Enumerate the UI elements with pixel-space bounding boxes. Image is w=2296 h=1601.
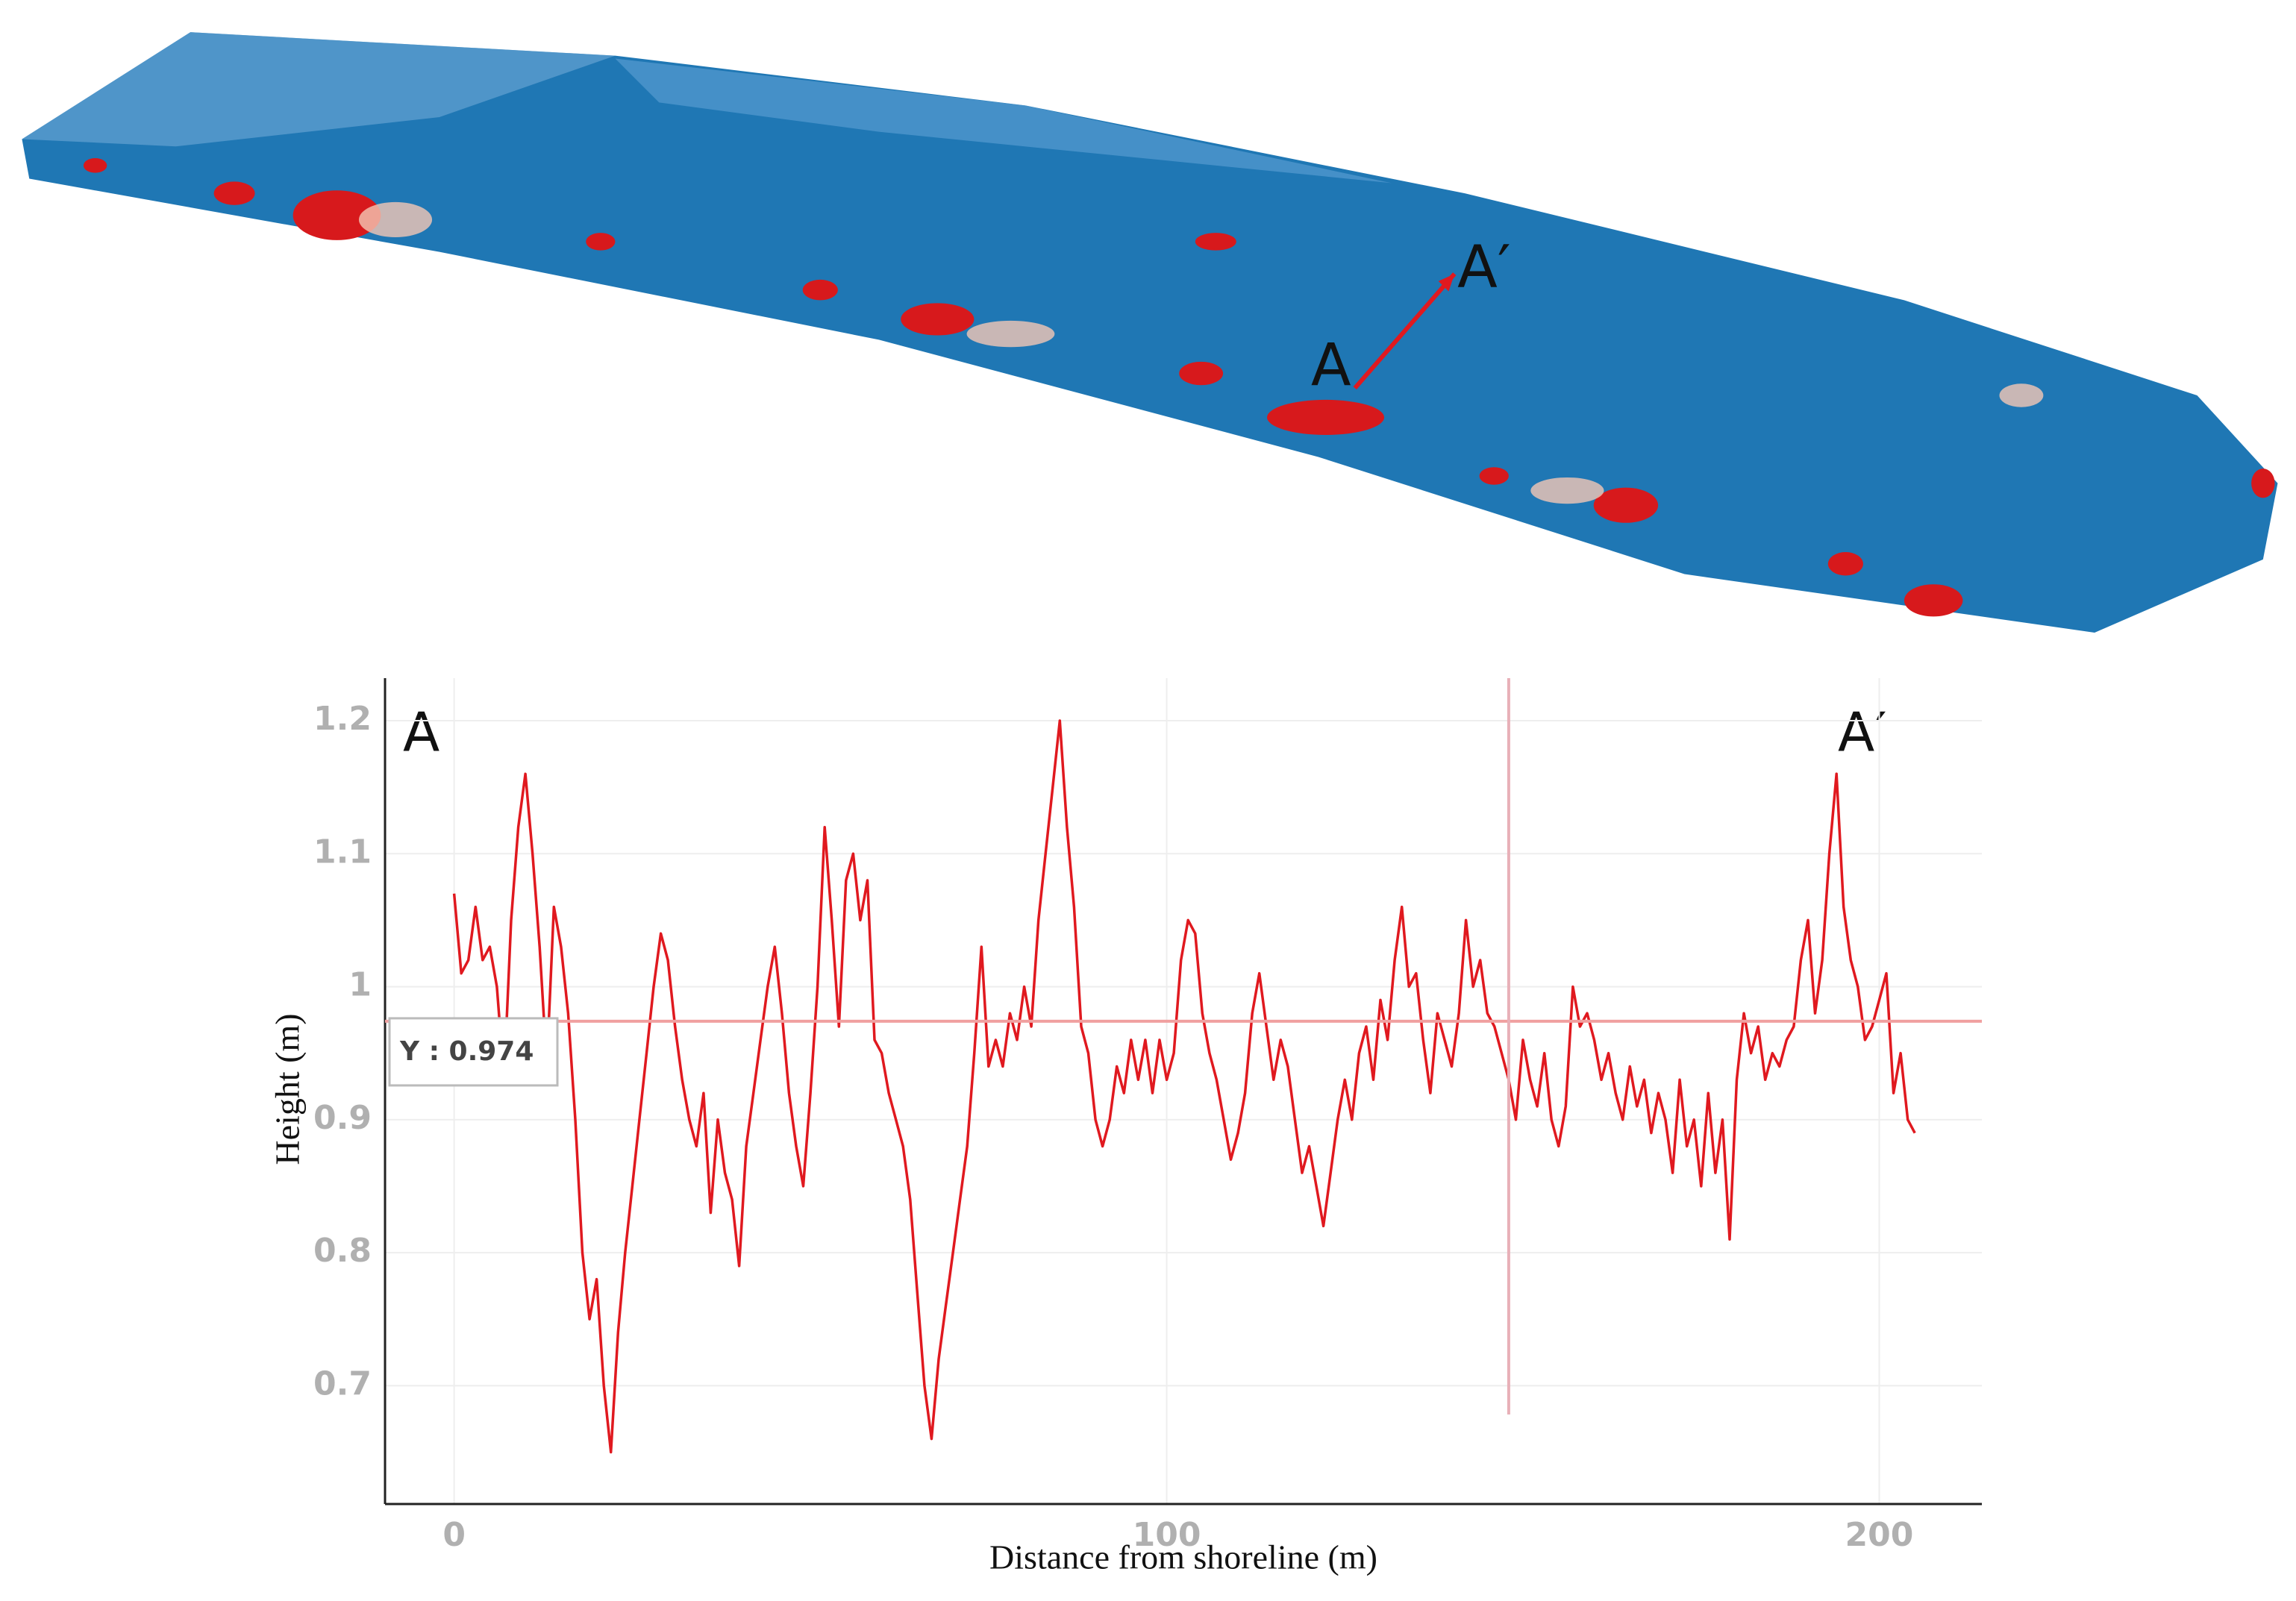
x-tick-label: 100 [1133,1516,1201,1554]
y-axis-title: Height (m) [269,1013,307,1165]
crosshair-box [388,1017,559,1087]
crosshair-label: Y : 0.974 [399,1036,534,1067]
y-tick-label: 1.2 [313,700,372,738]
y-tick-label: 0.8 [313,1232,372,1270]
x-axis-title: Distance from shoreline (m) [989,1538,1377,1576]
point-cloud: A A′ [22,32,2278,633]
x-tick-label: 200 [1845,1516,1914,1554]
y-tick-label: 1 [348,966,372,1004]
point-label: A [1311,330,1351,399]
point-label: A′ [1457,233,1511,301]
y-tick-label: 0.9 [313,1099,372,1137]
x-tick-label: 0 [442,1516,466,1554]
data-line [452,719,1916,1454]
y-tick-label: 0.7 [313,1365,372,1403]
annotation: A [403,701,440,764]
y-tick-label: 1.1 [313,833,372,871]
